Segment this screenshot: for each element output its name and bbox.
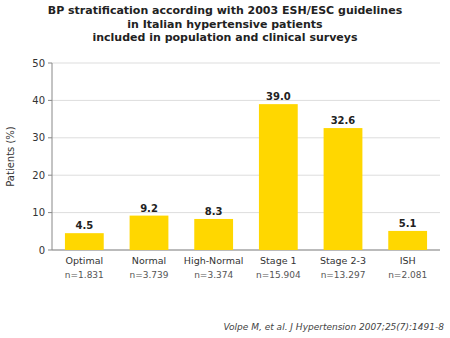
title: BP stratification according with 2003 ES… bbox=[48, 4, 403, 44]
y-axis bbox=[52, 63, 53, 250]
bar bbox=[388, 231, 427, 250]
y-tick-label: 10 bbox=[32, 207, 45, 218]
x-tick-label: High-Normal bbox=[184, 255, 244, 266]
data-label: 39.0 bbox=[266, 91, 291, 102]
bar bbox=[259, 104, 298, 250]
y-tick bbox=[48, 137, 52, 138]
x-tick-label: ISH bbox=[400, 255, 416, 266]
bar bbox=[130, 216, 169, 250]
x-tick-label: Stage 2-3 bbox=[320, 255, 366, 266]
n-label: n=3.374 bbox=[194, 270, 233, 280]
footer: Volpe M, et al. J Hypertension 2007;25(7… bbox=[223, 322, 444, 332]
bars bbox=[65, 104, 427, 250]
n-label: n=13.297 bbox=[321, 270, 366, 280]
x-tick-label: Optimal bbox=[66, 255, 104, 266]
grid-line bbox=[52, 212, 440, 213]
n-label: n=3.739 bbox=[129, 270, 168, 280]
y-tick-label: 20 bbox=[32, 170, 45, 181]
grid-line bbox=[52, 250, 440, 251]
data-label: 8.3 bbox=[205, 206, 223, 217]
grid-line bbox=[52, 100, 440, 101]
data-label: 4.5 bbox=[75, 220, 93, 231]
bar bbox=[194, 219, 233, 250]
y-label: Patients (%) bbox=[5, 126, 16, 187]
y-tick bbox=[48, 100, 52, 101]
x-axis bbox=[52, 250, 440, 251]
grid-line bbox=[52, 175, 440, 176]
data-label: 9.2 bbox=[140, 203, 158, 214]
bar bbox=[324, 128, 363, 250]
y-tick bbox=[48, 175, 52, 176]
bar bbox=[65, 233, 104, 250]
y-tick-label: 50 bbox=[32, 58, 45, 69]
y-tick bbox=[48, 63, 52, 64]
y-tick-label: 40 bbox=[32, 95, 45, 106]
grid-line bbox=[52, 63, 440, 64]
y-tick-label: 30 bbox=[32, 132, 45, 143]
x-tick-label: Stage 1 bbox=[260, 255, 297, 266]
grid-line bbox=[52, 137, 440, 138]
data-label: 32.6 bbox=[331, 115, 356, 126]
n-label: n=2.081 bbox=[388, 270, 427, 280]
x-tick-label: Normal bbox=[132, 255, 166, 266]
data-label: 5.1 bbox=[399, 218, 417, 229]
y-tick bbox=[48, 212, 52, 213]
n-label: n=15.904 bbox=[256, 270, 301, 280]
grid bbox=[52, 63, 440, 250]
y-tick-label: 0 bbox=[39, 245, 45, 256]
chart: BP stratification according with 2003 ES… bbox=[0, 0, 450, 338]
y-tick bbox=[48, 250, 52, 251]
n-label: n=1.831 bbox=[65, 270, 104, 280]
